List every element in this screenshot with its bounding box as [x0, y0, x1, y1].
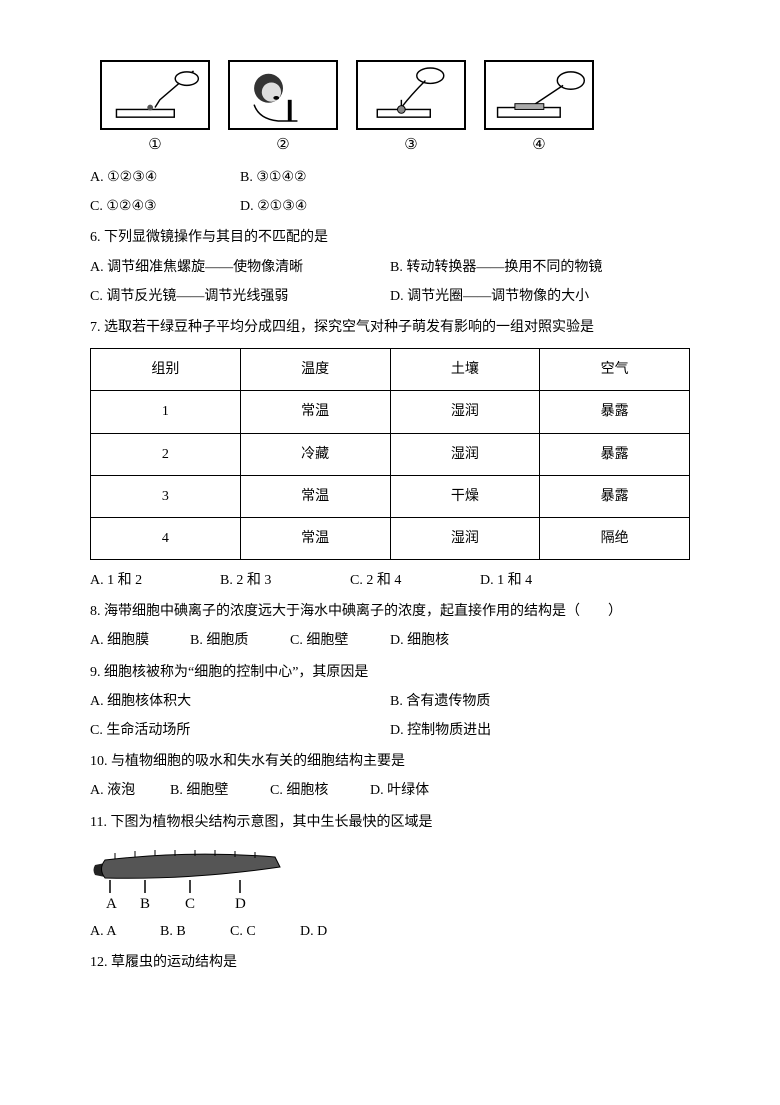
q9-text: 9. 细胞核被称为“细胞的控制中心”，其原因是 [90, 660, 690, 685]
q7-th-3: 空气 [540, 349, 690, 391]
q8-option-c: C. 细胞壁 [290, 628, 390, 653]
table-row: 4 常温 湿润 隔绝 [91, 517, 690, 559]
q7-text: 7. 选取若干绿豆种子平均分成四组，探究空气对种子萌发有影响的一组对照实验是 [90, 315, 690, 340]
q7-option-b: B. 2 和 3 [220, 568, 350, 593]
q10-option-b: B. 细胞壁 [170, 778, 270, 803]
cell: 3 [91, 475, 241, 517]
cell: 湿润 [390, 391, 540, 433]
figure-4-label: ④ [532, 132, 545, 159]
q5-option-a: A. ①②③④ [90, 165, 240, 190]
root-label-b: B [140, 896, 150, 912]
q7-th-1: 温度 [240, 349, 390, 391]
q7-option-d: D. 1 和 4 [480, 568, 610, 593]
cell: 常温 [240, 475, 390, 517]
q10-options: A. 液泡 B. 细胞壁 C. 细胞核 D. 叶绿体 [90, 778, 690, 803]
q6-option-b: B. 转动转换器——换用不同的物镜 [390, 255, 690, 280]
q6-option-c: C. 调节反光镜——调节光线强弱 [90, 284, 390, 309]
q11-option-c: C. C [230, 919, 300, 944]
q9-option-d: D. 控制物质进出 [390, 718, 690, 743]
cell: 冷藏 [240, 433, 390, 475]
q7-option-a: A. 1 和 2 [90, 568, 220, 593]
root-tip-diagram: A B C D [90, 845, 290, 915]
q7-table-header-row: 组别 温度 土壤 空气 [91, 349, 690, 391]
cell: 湿润 [390, 517, 540, 559]
figure-1-image [100, 60, 210, 130]
figure-1-label: ① [148, 132, 161, 159]
q5-option-d: D. ②①③④ [240, 194, 390, 219]
q8-text: 8. 海带细胞中碘离子的浓度远大于海水中碘离子的浓度，起直接作用的结构是（ ） [90, 599, 690, 624]
q7-th-0: 组别 [91, 349, 241, 391]
q12-text: 12. 草履虫的运动结构是 [90, 950, 690, 975]
root-label-d: D [235, 896, 246, 912]
q5-option-b: B. ③①④② [240, 165, 390, 190]
q5-options-row2: C. ①②④③ D. ②①③④ [90, 194, 690, 219]
table-row: 1 常温 湿润 暴露 [91, 391, 690, 433]
table-row: 3 常温 干燥 暴露 [91, 475, 690, 517]
figure-3-label: ③ [404, 132, 417, 159]
q11-text: 11. 下图为植物根尖结构示意图，其中生长最快的区域是 [90, 810, 690, 835]
q5-options-row1: A. ①②③④ B. ③①④② [90, 165, 690, 190]
table-row: 2 冷藏 湿润 暴露 [91, 433, 690, 475]
q8-option-a: A. 细胞膜 [90, 628, 190, 653]
figure-2-label: ② [276, 132, 289, 159]
cell: 常温 [240, 391, 390, 433]
cell: 暴露 [540, 433, 690, 475]
figure-1: ① [100, 60, 210, 159]
q11-option-d: D. D [300, 919, 370, 944]
q5-option-c: C. ①②④③ [90, 194, 240, 219]
q6-options-row1: A. 调节细准焦螺旋——使物像清晰 B. 转动转换器——换用不同的物镜 [90, 255, 690, 280]
cell: 湿润 [390, 433, 540, 475]
root-label-c: C [185, 896, 195, 912]
figure-3-image [356, 60, 466, 130]
q7-options: A. 1 和 2 B. 2 和 3 C. 2 和 4 D. 1 和 4 [90, 568, 690, 593]
cell: 干燥 [390, 475, 540, 517]
q9-option-c: C. 生命活动场所 [90, 718, 390, 743]
q7-table: 组别 温度 土壤 空气 1 常温 湿润 暴露 2 冷藏 湿润 暴露 3 常温 干… [90, 348, 690, 560]
q6-text: 6. 下列显微镜操作与其目的不匹配的是 [90, 225, 690, 250]
q10-option-a: A. 液泡 [90, 778, 170, 803]
cell: 4 [91, 517, 241, 559]
q8-option-b: B. 细胞质 [190, 628, 290, 653]
cell: 隔绝 [540, 517, 690, 559]
figure-2: ② [228, 60, 338, 159]
cell: 1 [91, 391, 241, 433]
q6-options-row2: C. 调节反光镜——调节光线强弱 D. 调节光圈——调节物像的大小 [90, 284, 690, 309]
q9-options-row1: A. 细胞核体积大 B. 含有遗传物质 [90, 689, 690, 714]
cell: 暴露 [540, 391, 690, 433]
q7-th-2: 土壤 [390, 349, 540, 391]
q11-options: A. A B. B C. C D. D [90, 919, 690, 944]
q10-option-c: C. 细胞核 [270, 778, 370, 803]
figure-4-image [484, 60, 594, 130]
figure-2-image [228, 60, 338, 130]
q10-text: 10. 与植物细胞的吸水和失水有关的细胞结构主要是 [90, 749, 690, 774]
q6-option-d: D. 调节光圈——调节物像的大小 [390, 284, 690, 309]
q10-option-d: D. 叶绿体 [370, 778, 470, 803]
root-label-a: A [106, 896, 117, 912]
figure-4: ④ [484, 60, 594, 159]
figure-row: ① ② ③ [100, 60, 690, 159]
q11-option-b: B. B [160, 919, 230, 944]
q7-option-c: C. 2 和 4 [350, 568, 480, 593]
q9-options-row2: C. 生命活动场所 D. 控制物质进出 [90, 718, 690, 743]
cell: 常温 [240, 517, 390, 559]
q6-option-a: A. 调节细准焦螺旋——使物像清晰 [90, 255, 390, 280]
q9-option-b: B. 含有遗传物质 [390, 689, 690, 714]
q8-options: A. 细胞膜 B. 细胞质 C. 细胞壁 D. 细胞核 [90, 628, 690, 653]
figure-3: ③ [356, 60, 466, 159]
q8-option-d: D. 细胞核 [390, 628, 490, 653]
cell: 2 [91, 433, 241, 475]
cell: 暴露 [540, 475, 690, 517]
q9-option-a: A. 细胞核体积大 [90, 689, 390, 714]
q11-option-a: A. A [90, 919, 160, 944]
